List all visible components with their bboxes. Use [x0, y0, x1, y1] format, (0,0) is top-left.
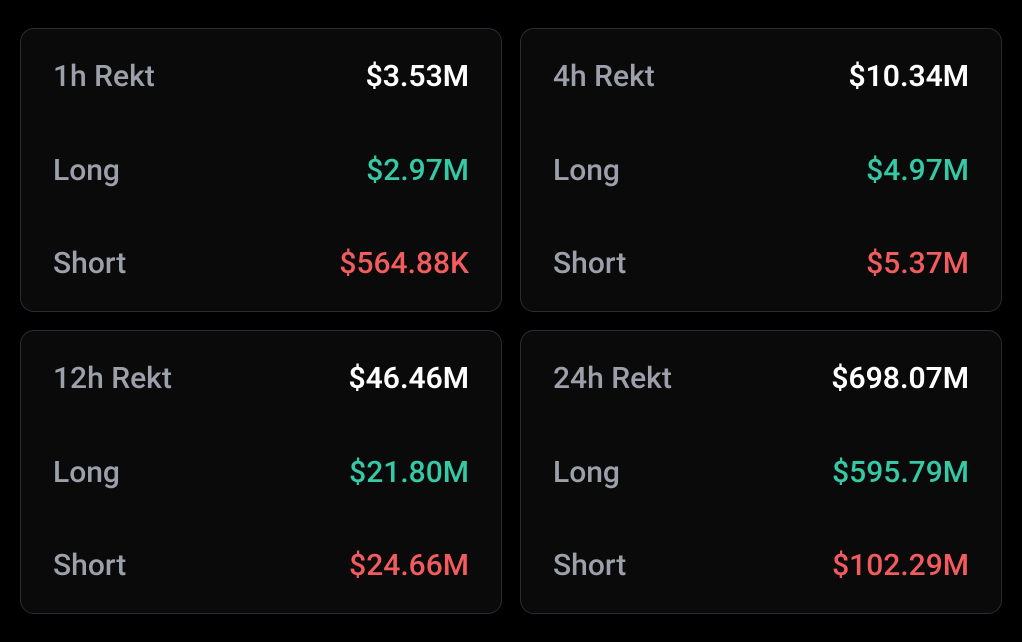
- long-value: $21.80M: [349, 455, 469, 490]
- short-label: Short: [553, 548, 626, 583]
- short-row: Short $102.29M: [553, 548, 969, 583]
- short-label: Short: [53, 246, 126, 281]
- long-row: Long $4.97M: [553, 153, 969, 188]
- card-24h: 24h Rekt $698.07M Long $595.79M Short $1…: [520, 330, 1002, 614]
- short-row: Short $24.66M: [53, 548, 469, 583]
- short-value: $24.66M: [349, 548, 469, 583]
- short-value: $5.37M: [866, 246, 969, 281]
- period-label: 24h Rekt: [553, 361, 672, 396]
- stats-grid: 1h Rekt $3.53M Long $2.97M Short $564.88…: [20, 28, 1002, 614]
- long-label: Long: [53, 153, 120, 188]
- period-label: 1h Rekt: [53, 59, 155, 94]
- long-value: $4.97M: [866, 153, 969, 188]
- total-row: 1h Rekt $3.53M: [53, 59, 469, 94]
- short-row: Short $5.37M: [553, 246, 969, 281]
- total-value: $46.46M: [349, 361, 469, 396]
- long-label: Long: [553, 153, 620, 188]
- short-value: $564.88K: [339, 246, 469, 281]
- card-12h: 12h Rekt $46.46M Long $21.80M Short $24.…: [20, 330, 502, 614]
- short-label: Short: [553, 246, 626, 281]
- total-row: 4h Rekt $10.34M: [553, 59, 969, 94]
- period-label: 4h Rekt: [553, 59, 655, 94]
- total-value: $10.34M: [849, 59, 969, 94]
- card-1h: 1h Rekt $3.53M Long $2.97M Short $564.88…: [20, 28, 502, 312]
- long-value: $2.97M: [366, 153, 469, 188]
- long-row: Long $2.97M: [53, 153, 469, 188]
- long-label: Long: [53, 455, 120, 490]
- short-label: Short: [53, 548, 126, 583]
- total-row: 12h Rekt $46.46M: [53, 361, 469, 396]
- short-row: Short $564.88K: [53, 246, 469, 281]
- card-4h: 4h Rekt $10.34M Long $4.97M Short $5.37M: [520, 28, 1002, 312]
- total-value: $3.53M: [366, 59, 469, 94]
- long-row: Long $21.80M: [53, 455, 469, 490]
- long-value: $595.79M: [832, 455, 969, 490]
- total-value: $698.07M: [831, 361, 969, 396]
- total-row: 24h Rekt $698.07M: [553, 361, 969, 396]
- long-label: Long: [553, 455, 620, 490]
- long-row: Long $595.79M: [553, 455, 969, 490]
- short-value: $102.29M: [832, 548, 969, 583]
- period-label: 12h Rekt: [53, 361, 172, 396]
